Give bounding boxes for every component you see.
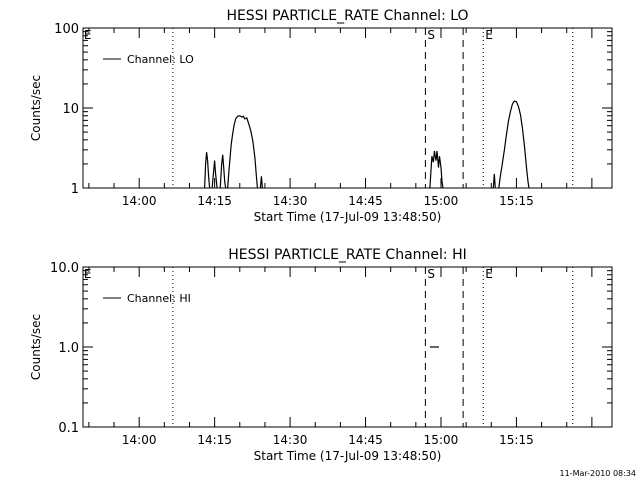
y-tick-label: 1.0 bbox=[58, 341, 79, 356]
event-marker-label: S bbox=[427, 28, 435, 42]
legend-entry: Channel: HI bbox=[127, 292, 191, 305]
x-axis-label: Start Time (17-Jul-09 13:48:50) bbox=[254, 449, 442, 463]
chart-title: HESSI PARTICLE_RATE Channel: LO bbox=[226, 8, 468, 24]
y-axis-label: Counts/sec bbox=[29, 314, 43, 380]
x-tick-label: 15:15 bbox=[499, 433, 534, 447]
y-tick-label: 10 bbox=[62, 102, 79, 117]
y-tick-label: 100 bbox=[54, 22, 79, 37]
series-line bbox=[211, 160, 218, 189]
x-tick-label: 15:15 bbox=[499, 194, 534, 208]
plot-frame bbox=[82, 266, 613, 428]
series-line bbox=[219, 154, 227, 189]
y-tick-label: 0.1 bbox=[58, 421, 79, 436]
plot-frame bbox=[82, 27, 613, 189]
plot-channel-hi: HESSI PARTICLE_RATE Channel: HI Counts/se… bbox=[29, 247, 613, 463]
x-tick-label: 14:30 bbox=[273, 194, 308, 208]
x-tick-label: 14:45 bbox=[348, 433, 383, 447]
series-line bbox=[429, 150, 444, 189]
x-tick-label: 15:00 bbox=[424, 194, 459, 208]
edge-label: E bbox=[84, 267, 92, 281]
x-tick-label: 15:00 bbox=[424, 433, 459, 447]
y-axis-label: Counts/sec bbox=[29, 75, 43, 141]
y-tick-label: 1 bbox=[71, 182, 79, 197]
series-line bbox=[259, 176, 263, 189]
y-tick-label: 10.0 bbox=[50, 261, 79, 276]
edge-label: E bbox=[84, 28, 92, 42]
footer-timestamp: 11-Mar-2010 08:34 bbox=[560, 469, 637, 478]
x-tick-label: 14:15 bbox=[197, 433, 232, 447]
x-axis-label: Start Time (17-Jul-09 13:48:50) bbox=[254, 210, 442, 224]
series-line bbox=[204, 152, 211, 189]
x-tick-label: 14:15 bbox=[197, 194, 232, 208]
x-tick-label: 14:00 bbox=[122, 433, 157, 447]
legend-entry: Channel: LO bbox=[127, 53, 194, 66]
event-marker-label: S bbox=[427, 267, 435, 281]
x-tick-label: 14:45 bbox=[348, 194, 383, 208]
plot-channel-lo: HESSI PARTICLE_RATE Channel: LO Counts/se… bbox=[29, 8, 613, 224]
chart-title: HESSI PARTICLE_RATE Channel: HI bbox=[228, 247, 466, 263]
x-tick-label: 14:30 bbox=[273, 433, 308, 447]
event-marker-label: E bbox=[485, 267, 493, 281]
event-marker-label: E bbox=[485, 28, 493, 42]
series-line bbox=[498, 100, 530, 189]
x-tick-label: 14:00 bbox=[122, 194, 157, 208]
series-line bbox=[492, 173, 496, 189]
series-line bbox=[227, 115, 258, 189]
